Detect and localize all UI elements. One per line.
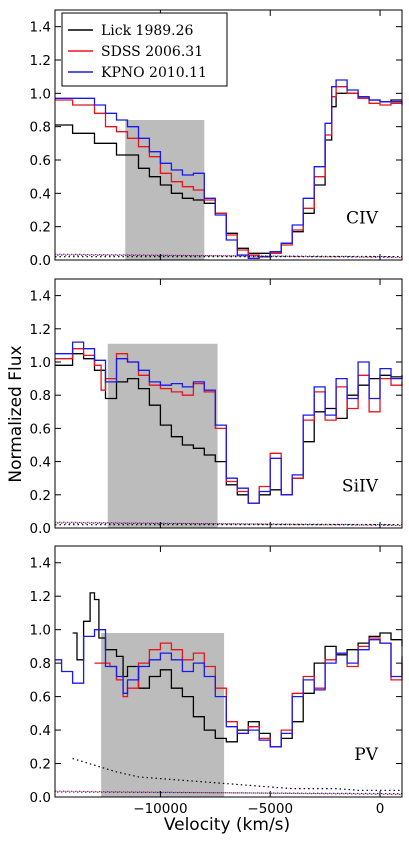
series-line-sdss-2006-31: [55, 87, 402, 257]
y-tick-label: 0.8: [30, 388, 51, 404]
shaded-region: [101, 633, 224, 797]
y-tick-label: 1.4: [30, 289, 51, 305]
ion-label-pv: PV: [354, 745, 378, 765]
y-tick-label: 1.2: [30, 322, 51, 338]
legend-entry-label: KPNO 2010.11: [101, 65, 207, 81]
panel-siiv: 0.0 0.2 0.4 0.6 0.8 1.0 1.2 1.4 SiIV: [30, 279, 402, 537]
y-tick-label: 0.2: [30, 757, 51, 773]
ion-label-siiv: SiIV: [342, 476, 379, 496]
y-tick-label: 0.0: [30, 790, 51, 806]
y-tick-label: 0.6: [30, 153, 51, 169]
legend-entry-label: Lick 1989.26: [101, 23, 194, 39]
y-tick-label: 1.0: [30, 623, 51, 639]
x-tick-label: 0: [376, 801, 385, 817]
y-tick-label: 1.2: [30, 589, 51, 605]
ion-label-civ: CIV: [346, 208, 379, 228]
x-axis-label: Velocity (km/s): [164, 815, 290, 835]
y-tick-label: 0.2: [30, 488, 51, 504]
y-axis-label: Normalized Flux: [6, 345, 26, 482]
panel-pv: 0.00.20.40.60.81.01.21.4−10000 −5000 0PV: [30, 546, 402, 817]
y-tick-label: 0.0: [30, 253, 51, 269]
y-tick-label: 0.8: [30, 120, 51, 136]
y-tick-label: 1.4: [30, 556, 51, 572]
series-line-kpno-2010-11: [55, 80, 402, 258]
legend-entry-label: SDSS 2006.31: [101, 44, 203, 60]
y-tick-label: 0.0: [30, 521, 51, 537]
y-tick-label: 1.4: [30, 20, 51, 36]
y-tick-label: 0.2: [30, 220, 51, 236]
y-tick-label: 1.0: [30, 355, 51, 371]
shaded-region: [108, 344, 218, 528]
y-tick-label: 0.6: [30, 690, 51, 706]
legend: Lick 1989.26 SDSS 2006.31 KPNO 2010.11: [62, 13, 227, 86]
y-tick-label: 0.6: [30, 421, 51, 437]
y-tick-label: 0.8: [30, 656, 51, 672]
chart-panels: 0.00.20.40.60.81.01.21.4CIV0.00.20.40.60…: [30, 10, 402, 817]
y-tick-label: 0.4: [30, 186, 51, 202]
y-tick-label: 1.0: [30, 86, 51, 102]
shaded-region: [125, 120, 204, 260]
y-tick-label: 0.4: [30, 723, 51, 739]
y-tick-label: 1.2: [30, 53, 51, 69]
series-line-lick-1989-26: [55, 93, 402, 253]
y-tick-label: 0.4: [30, 455, 51, 471]
